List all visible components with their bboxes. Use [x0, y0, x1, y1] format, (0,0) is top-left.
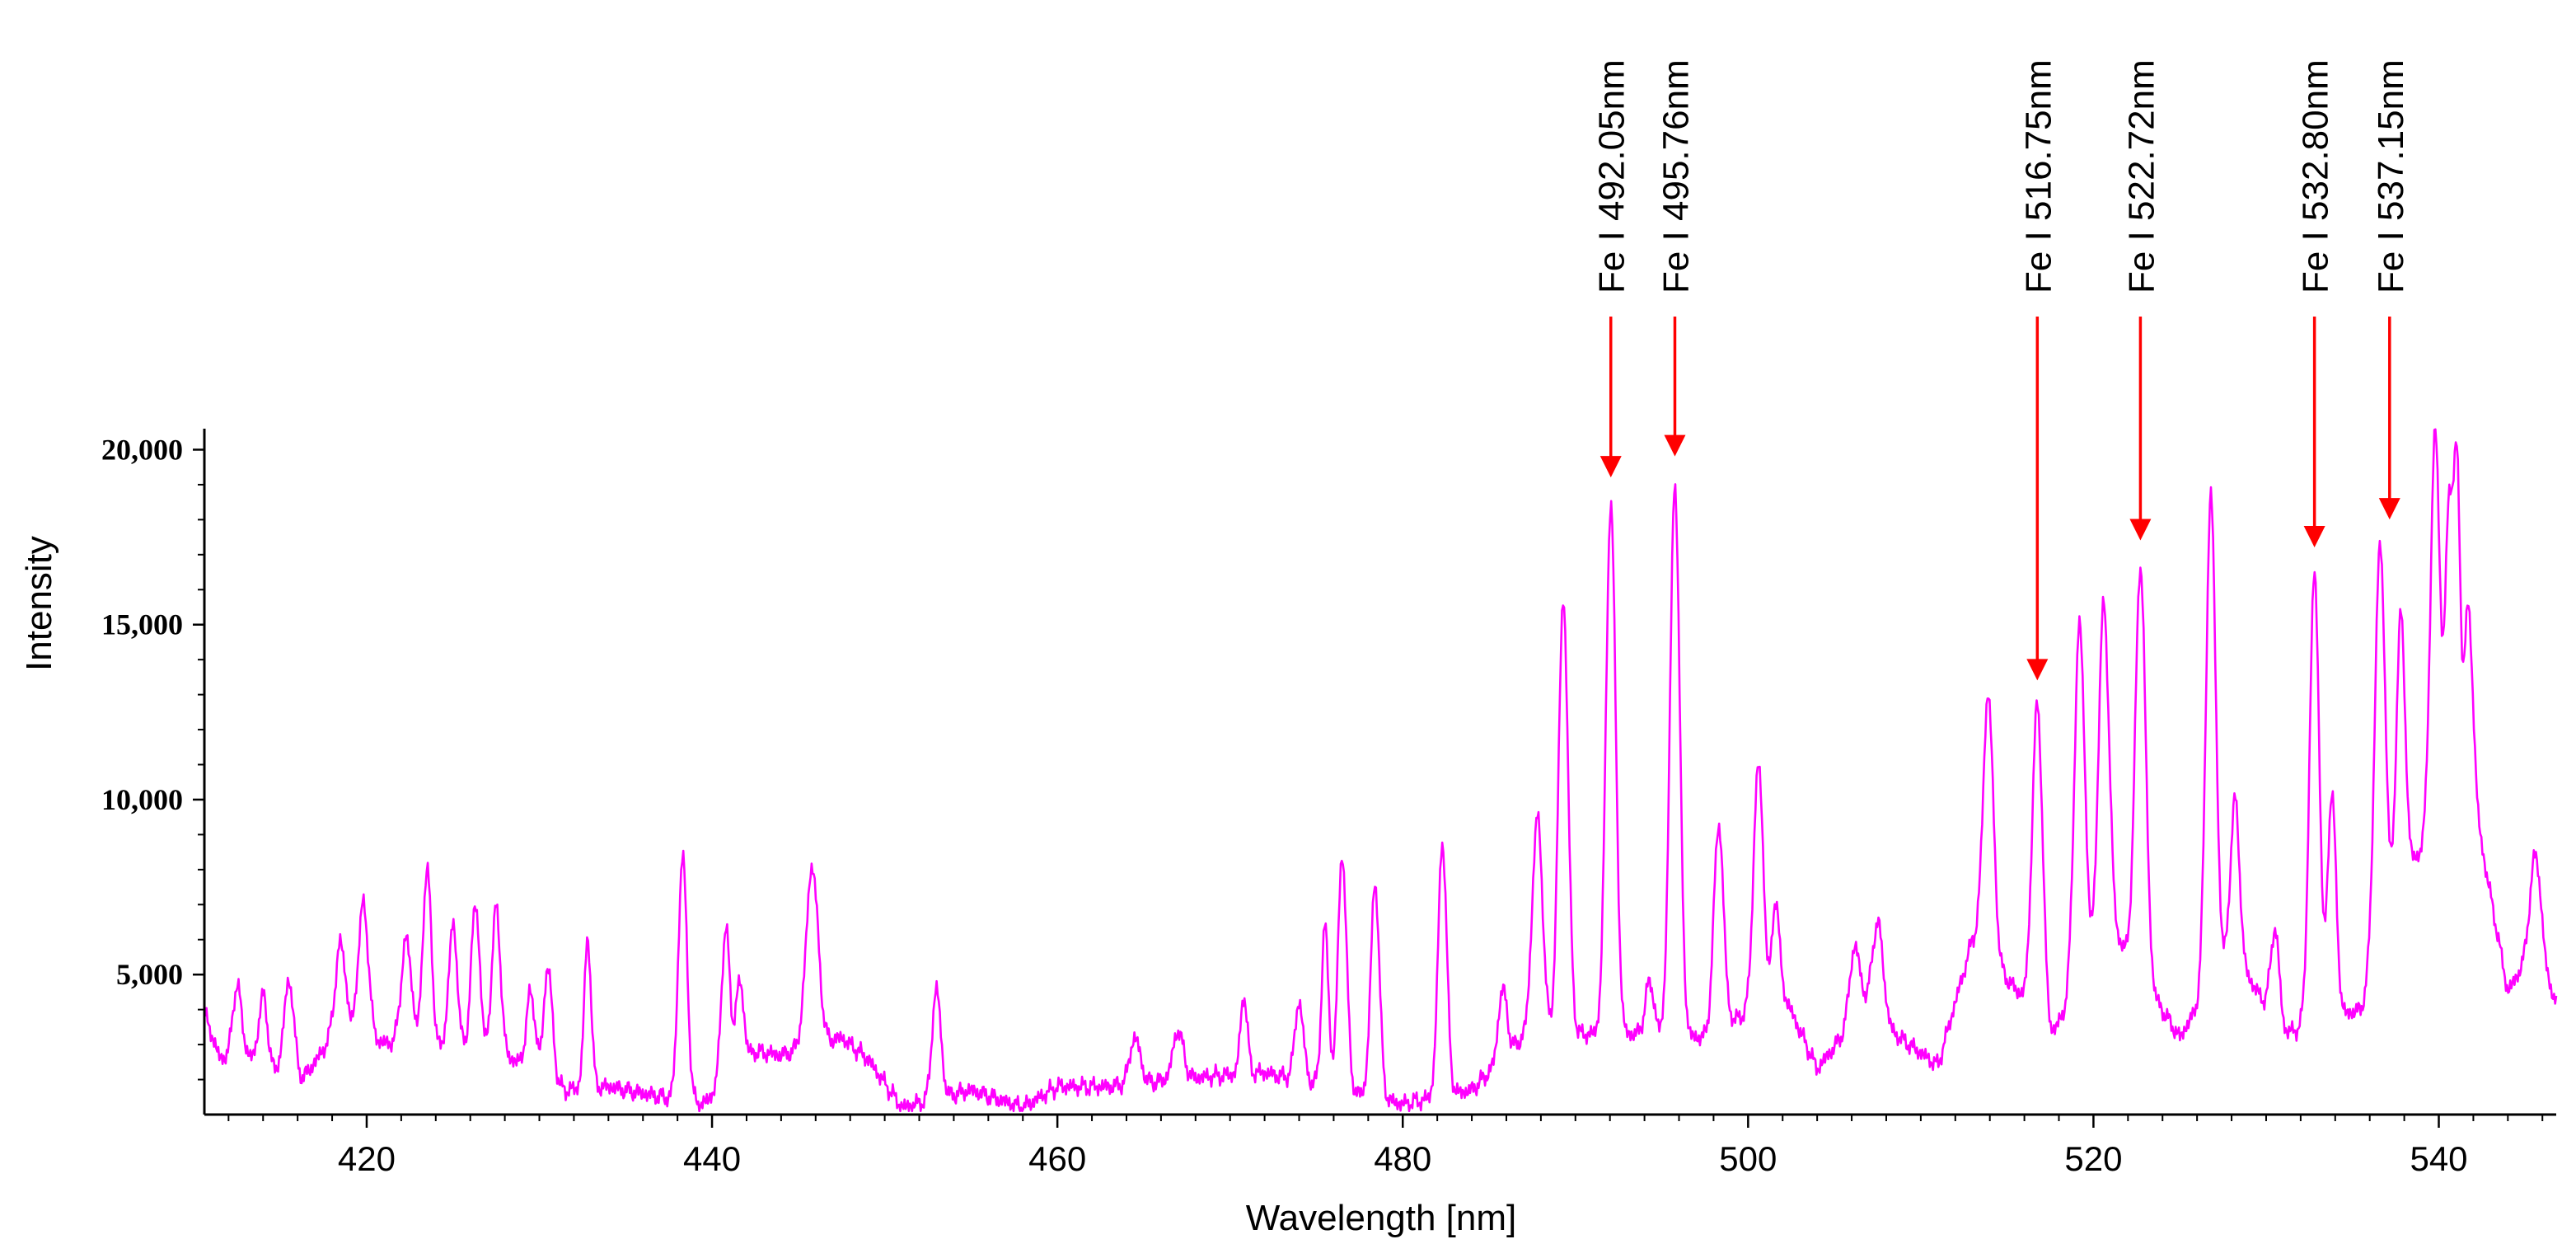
- annotation-arrow-head: [2303, 526, 2325, 548]
- annotation-arrow-head: [2026, 659, 2049, 681]
- annotation-arrow-head: [1664, 434, 1686, 457]
- x-tick-label: 520: [2064, 1139, 2122, 1178]
- peak-annotation: Fe I 492.05nm: [1592, 59, 1632, 478]
- x-tick-label: 420: [338, 1139, 396, 1178]
- peak-annotation: Fe I 532.80nm: [2296, 59, 2336, 548]
- annotation-label: Fe I 537.15nm: [2371, 59, 2411, 293]
- annotation-arrow-head: [1599, 456, 1622, 478]
- annotation-label: Fe I 522.72nm: [2121, 59, 2161, 293]
- y-ticks: 5,000 10,000 15,000 20,000: [101, 433, 204, 991]
- y-tick-label: 5,000: [116, 958, 183, 991]
- peak-annotation: Fe I 522.72nm: [2121, 59, 2161, 541]
- minor-ticks: [198, 483, 2544, 1121]
- x-tick-label: 500: [1719, 1139, 1777, 1178]
- peak-annotations: Fe I 492.05nm Fe I 495.76nm Fe I 516.75nm F…: [1592, 59, 2411, 681]
- x-tick-label: 440: [683, 1139, 741, 1178]
- annotation-label: Fe I 532.80nm: [2296, 59, 2336, 293]
- axes-layer: [203, 429, 2556, 1116]
- peak-annotation: Fe I 516.75nm: [2018, 59, 2058, 681]
- y-tick-label: 15,000: [101, 608, 183, 641]
- annotation-label: Fe I 516.75nm: [2018, 59, 2058, 293]
- y-axis-title: Intensity: [19, 536, 59, 671]
- spectrum-layer: [203, 428, 2558, 1113]
- peak-annotation: Fe I 495.76nm: [1656, 59, 1697, 457]
- annotation-arrow-head: [2378, 498, 2400, 520]
- x-ticks: 420 440 460 480 500 520 540: [338, 1115, 2468, 1178]
- y-tick-label: 10,000: [101, 783, 183, 816]
- x-tick-label: 540: [2410, 1139, 2467, 1178]
- annotation-label: Fe I 495.76nm: [1656, 59, 1697, 293]
- x-axis-title: Wavelength [nm]: [1246, 1198, 1517, 1238]
- y-tick-label: 20,000: [101, 433, 183, 466]
- peak-annotation: Fe I 537.15nm: [2371, 59, 2411, 520]
- spectrum-series-line: [203, 428, 2558, 1113]
- x-tick-label: 480: [1374, 1139, 1431, 1178]
- x-tick-label: 460: [1028, 1139, 1086, 1178]
- annotation-label: Fe I 492.05nm: [1592, 59, 1632, 293]
- annotation-arrow-head: [2129, 519, 2152, 541]
